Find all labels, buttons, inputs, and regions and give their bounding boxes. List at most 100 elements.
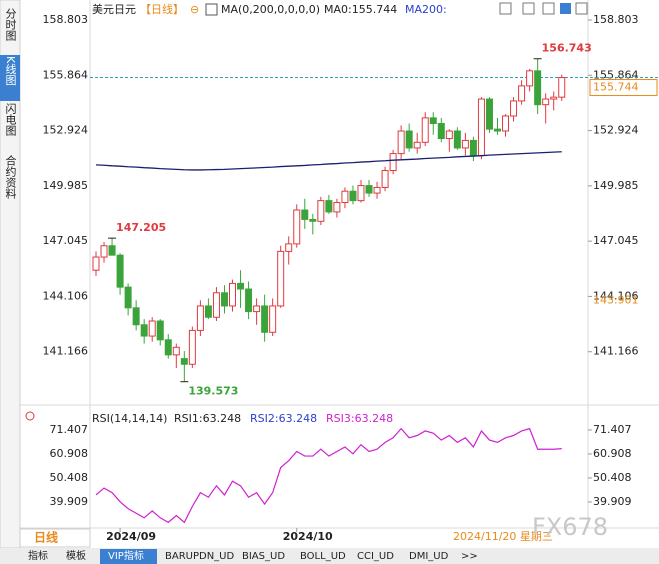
ma200-line <box>95 151 562 171</box>
tool-icon[interactable] <box>499 2 512 15</box>
period-box <box>19 528 91 548</box>
tab[interactable]: BOLL_UD <box>300 551 346 562</box>
candle-body <box>413 141 421 149</box>
candle-body <box>357 185 365 202</box>
tab[interactable]: VIP指标 <box>108 549 144 562</box>
y-tick-label: 158.803 <box>593 13 639 26</box>
candle-body <box>437 123 445 140</box>
candle-body <box>124 286 132 309</box>
tool-icon[interactable] <box>560 3 571 14</box>
candle-body <box>469 139 477 156</box>
footer-date: 2024/11/20 星期三 <box>453 530 553 543</box>
y-tick-label: 152.924 <box>593 124 639 137</box>
candle-body <box>445 130 453 140</box>
right-label: 143.901 <box>593 293 639 306</box>
ma-toggle[interactable]: ⊖ <box>190 3 199 16</box>
candle-body <box>269 305 277 333</box>
symbol: 美元日元 <box>92 3 136 16</box>
y-tick-label: 60.908 <box>50 447 89 460</box>
tab-bar <box>0 548 659 564</box>
candle-body <box>92 256 100 271</box>
candle-body <box>349 190 357 202</box>
tool-icon[interactable] <box>542 2 555 15</box>
candle-body <box>510 100 518 117</box>
candle-body <box>453 130 461 149</box>
candle-body <box>229 282 237 307</box>
candle-body <box>301 209 309 220</box>
y-tick-label: 50.408 <box>50 471 89 484</box>
candle-body <box>333 202 341 213</box>
watermark: FX678 <box>532 513 608 541</box>
ma-label: MA(0,200,0,0,0,0) <box>221 3 320 16</box>
y-tick-label: 158.803 <box>43 13 89 26</box>
annotation: 139.573 <box>188 385 238 398</box>
candle-body <box>156 320 164 341</box>
rsi-settings[interactable] <box>25 411 35 421</box>
rsi-line <box>95 427 562 524</box>
candle-body <box>558 77 566 98</box>
candle-body <box>212 292 220 318</box>
period: 【日线】 <box>140 2 184 16</box>
tab[interactable]: 模板 <box>66 549 86 562</box>
candle-body <box>494 128 501 132</box>
tool-icon[interactable] <box>522 2 535 15</box>
tab[interactable]: BIAS_UD <box>242 551 285 562</box>
candle-body <box>534 70 542 106</box>
candle-body <box>365 185 373 194</box>
candle-body <box>204 305 212 318</box>
candle-body <box>220 292 228 307</box>
y-tick-label: 39.909 <box>50 495 89 508</box>
candle-body <box>317 200 325 222</box>
candle-body <box>397 130 405 155</box>
candle-body <box>188 329 196 365</box>
candle-body <box>341 190 349 203</box>
candle-body <box>253 305 261 313</box>
price-box <box>589 79 658 97</box>
sidebar-tab[interactable]: K线图 <box>4 56 17 86</box>
legend-entry: RSI(14,14,14) <box>92 412 167 425</box>
sidebar-tab[interactable]: 分时图 <box>4 8 17 42</box>
candle-body <box>477 98 485 156</box>
candle-body <box>164 339 172 356</box>
candle-body <box>502 115 510 132</box>
tab[interactable]: DMI_UD <box>409 551 449 562</box>
candle-body <box>108 245 116 256</box>
y-tick-label: 152.924 <box>43 124 89 137</box>
y-tick-label: 149.985 <box>593 179 639 192</box>
ma-icon[interactable] <box>205 3 218 16</box>
legend-entry: RSI2:63.248 <box>250 412 317 425</box>
toolbar <box>499 2 588 15</box>
ma200: MA200: <box>405 3 447 16</box>
footer-period: 日线 <box>34 530 58 545</box>
y-tick-label: 141.166 <box>43 345 89 358</box>
candle-body <box>196 305 204 331</box>
candle-body <box>140 324 148 337</box>
tab[interactable]: BARUPDN_UD <box>165 551 234 562</box>
tab[interactable]: CCI_UD <box>357 551 394 562</box>
y-tick-label: 144.106 <box>43 289 89 302</box>
tool-icon[interactable] <box>575 2 588 15</box>
candle-body <box>285 243 293 252</box>
candle-body <box>461 139 469 149</box>
tab[interactable]: >> <box>461 551 478 562</box>
sidebar-tab[interactable]: 闪电图 <box>4 102 17 137</box>
candle-body <box>180 358 188 365</box>
candle-body <box>518 85 526 102</box>
candle-body <box>429 117 437 124</box>
candle-body <box>405 130 413 149</box>
tab[interactable]: 指标 <box>28 549 48 562</box>
candle-body <box>381 170 389 188</box>
y-tick-label: 50.408 <box>593 471 632 484</box>
right-label: 155.744 <box>593 81 639 94</box>
sidebar-tab[interactable]: 合约资料 <box>4 154 17 200</box>
candle-body <box>485 98 493 130</box>
y-tick-label: 147.045 <box>593 234 639 247</box>
legend-entry: RSI1:63.248 <box>174 412 241 425</box>
candle-body <box>237 282 245 290</box>
candle-body <box>277 250 285 307</box>
candle-body <box>421 117 429 143</box>
y-tick-label: 39.909 <box>593 495 632 508</box>
candle-body <box>100 245 108 258</box>
candle-body <box>132 307 140 326</box>
